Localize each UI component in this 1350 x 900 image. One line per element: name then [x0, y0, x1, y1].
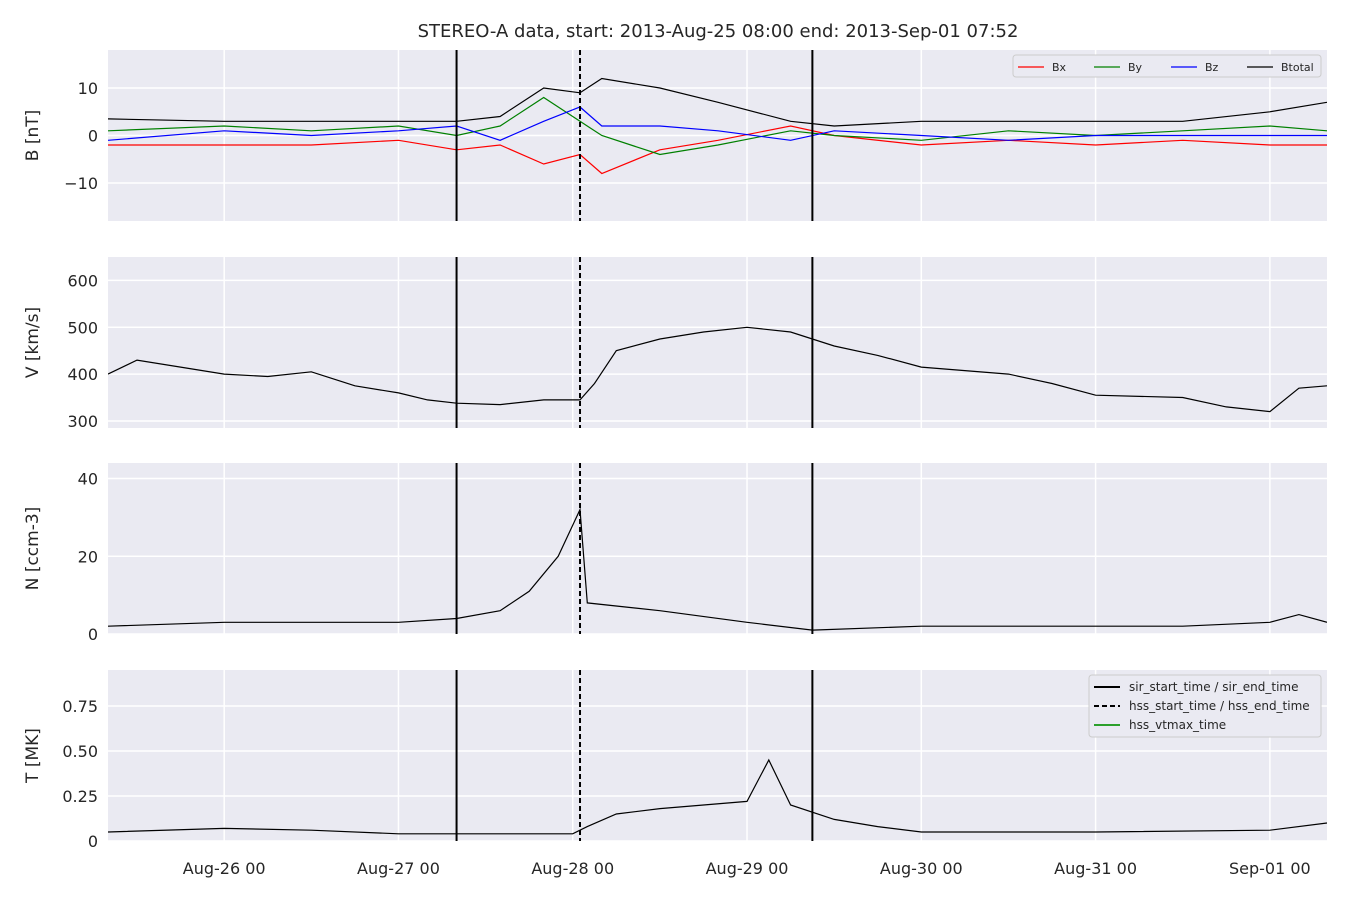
y-axis-label: V [km/s]: [23, 307, 43, 378]
y-tick-label: 600: [67, 271, 98, 290]
y-tick-label: 0.25: [62, 787, 98, 806]
y-tick-label: 0.50: [62, 742, 98, 761]
y-tick-label: 10: [78, 79, 98, 98]
legend-label: hss_vtmax_time: [1129, 718, 1226, 732]
x-tick-label: Aug-26 00: [183, 859, 266, 878]
legend-b: Bx By Bz Btotal: [1012, 54, 1322, 78]
y-tick-label: 300: [67, 412, 98, 431]
x-tick-label: Aug-30 00: [880, 859, 963, 878]
y-tick-label: 0: [88, 127, 98, 146]
legend-label: Btotal: [1281, 61, 1314, 74]
y-axis-label: B [nT]: [23, 110, 43, 162]
legend-label: By: [1128, 61, 1143, 74]
series-line-btotal: [108, 77, 1327, 127]
panel-4: 0 0.25 0.50 0.75 T [MK] sir_start_time / sir_…: [23, 670, 1327, 851]
x-tick-label: Aug-29 00: [706, 859, 789, 878]
x-tick-label: Aug-31 00: [1054, 859, 1137, 878]
legend-label: hss_start_time / hss_end_time: [1129, 699, 1310, 713]
y-tick-label: 500: [67, 318, 98, 337]
x-tick-label: Aug-28 00: [531, 859, 614, 878]
panel-background: [108, 257, 1327, 428]
x-tick-label: Aug-27 00: [357, 859, 440, 878]
legend-label: Bz: [1205, 61, 1219, 74]
series-line-bx: [108, 125, 1327, 175]
figure-title: STEREO-A data, start: 2013-Aug-25 08:00 …: [418, 21, 1019, 42]
series-line-data: [108, 507, 1327, 631]
legend-label: sir_start_time / sir_end_time: [1129, 680, 1299, 694]
legend-frame: [1012, 54, 1322, 78]
y-axis-label: N [ccm-3]: [23, 507, 43, 591]
y-axis-label: T [MK]: [23, 728, 43, 784]
legend-frame: [1088, 674, 1322, 738]
y-tick-label: 20: [78, 547, 98, 566]
series-line-data: [108, 758, 1327, 835]
y-tick-label: 0: [88, 625, 98, 644]
series-line-data: [108, 326, 1327, 413]
x-tick-label: Sep-01 00: [1229, 859, 1311, 878]
y-tick-label: 0.75: [62, 697, 98, 716]
panel-2: 300 400 500 600 V [km/s]: [23, 257, 1327, 431]
y-tick-label: 400: [67, 365, 98, 384]
legend-events: sir_start_time / sir_end_time hss_start_t…: [1088, 674, 1322, 738]
series-line-bz: [108, 106, 1327, 141]
y-tick-label: 0: [88, 832, 98, 851]
panel-3: 0 20 40 N [ccm-3]: [23, 463, 1327, 644]
legend-label: Bx: [1052, 61, 1067, 74]
y-tick-label: −10: [64, 174, 98, 193]
x-tick-labels: Aug-26 00 Aug-27 00 Aug-28 00 Aug-29 00 Aug-…: [183, 859, 1311, 878]
panel-background: [108, 463, 1327, 634]
panel-1: −10 0 10 B [nT] Bx By Bz Btotal: [23, 50, 1327, 221]
y-tick-label: 40: [78, 470, 98, 489]
